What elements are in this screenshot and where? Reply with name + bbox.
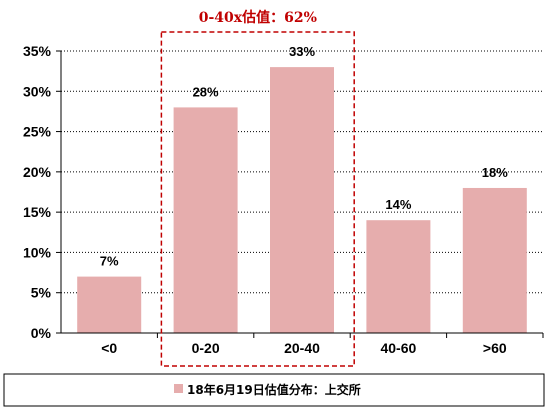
data-label: 18% — [482, 165, 508, 180]
legend-swatch — [174, 384, 183, 393]
axes — [60, 51, 543, 334]
x-tick-label: 0-20 — [192, 340, 220, 356]
highlight-label: 0-40x估值：62% — [199, 9, 317, 26]
legend-label: 18年6月19日估值分布：上交所 — [187, 382, 361, 397]
y-tick-label: 15% — [23, 204, 52, 220]
y-tick-label: 20% — [23, 164, 52, 180]
x-tick-label: 40-60 — [380, 340, 416, 356]
bar — [462, 187, 527, 333]
data-labels: 7% 28% 33% 14% 18% — [100, 44, 508, 268]
y-tick-label: 35% — [23, 43, 52, 59]
y-tick-label: 0% — [31, 325, 52, 341]
legend-box — [3, 373, 545, 407]
bar — [270, 67, 334, 333]
x-tick-label: <0 — [101, 340, 117, 356]
x-tick-label: 20-40 — [284, 340, 320, 356]
bar — [77, 276, 142, 333]
highlight-annotation: 0-40x估值：62% — [160, 9, 355, 367]
y-tick-label: 25% — [23, 124, 52, 140]
data-label: 33% — [289, 44, 315, 59]
y-axis-ticks: 0% 5% 10% 15% 20% 25% 30% 35% — [23, 43, 61, 341]
y-tick-label: 30% — [23, 83, 52, 99]
data-label: 14% — [385, 197, 411, 212]
x-tick-label: >60 — [483, 340, 507, 356]
highlight-box — [160, 31, 355, 367]
data-label: 7% — [100, 254, 119, 269]
legend: 18年6月19日估值分布：上交所 — [3, 373, 545, 407]
y-tick-label: 5% — [31, 285, 52, 301]
bar — [366, 220, 431, 333]
y-tick-label: 10% — [23, 244, 52, 260]
x-axis-ticks: <0 0-20 20-40 40-60 >60 — [101, 333, 544, 356]
bars — [77, 67, 527, 334]
data-label: 28% — [193, 84, 219, 99]
bar — [173, 107, 238, 334]
